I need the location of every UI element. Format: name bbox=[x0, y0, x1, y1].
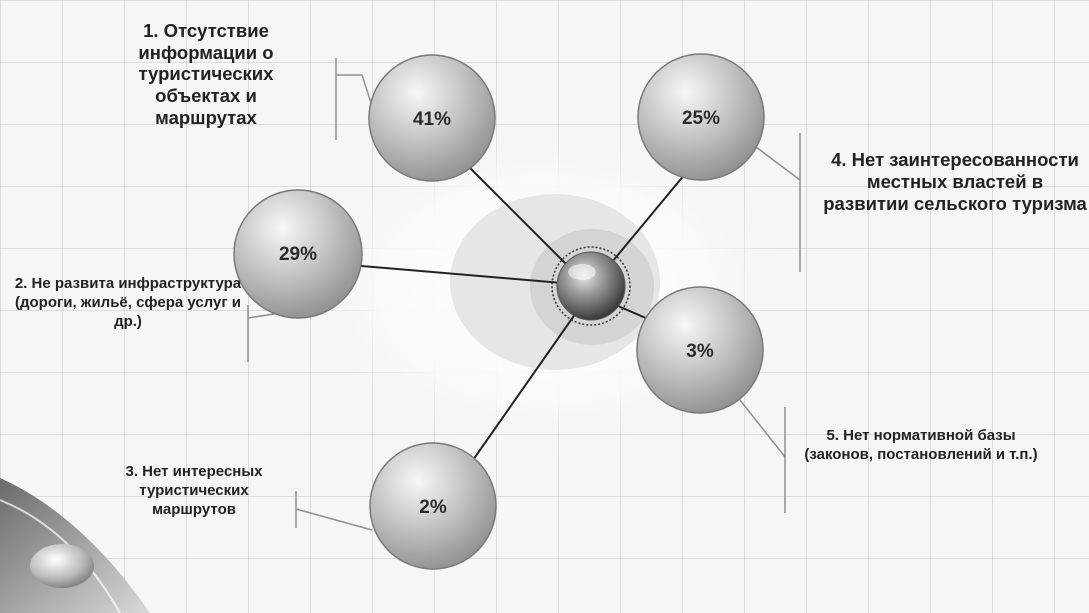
connector-2 bbox=[472, 309, 579, 461]
value-label-2: 2% bbox=[419, 497, 447, 518]
bubble-2 bbox=[369, 442, 497, 570]
value-label-41: 41% bbox=[412, 109, 452, 130]
bubble-41 bbox=[368, 54, 496, 182]
connector-41 bbox=[469, 167, 571, 269]
caption-1: 1. Отсутствие информации о туристических… bbox=[138, 20, 274, 128]
value-label-3: 3% bbox=[686, 341, 714, 362]
connector-29 bbox=[349, 264, 563, 284]
bubble-29 bbox=[233, 189, 363, 319]
bubbles bbox=[233, 53, 765, 570]
caption-4: 4. Нет заинтересованности местных власте… bbox=[823, 149, 1087, 214]
value-label-25: 25% bbox=[681, 108, 721, 129]
caption-2: 2. Не развита инфраструктура (дороги, жи… bbox=[14, 275, 242, 331]
caption-3: 3. Нет интересных туристических маршруто… bbox=[125, 463, 263, 519]
caption-5: 5. Нет нормативной базы (законов, постан… bbox=[804, 427, 1038, 464]
leader-5 bbox=[739, 399, 786, 513]
leader-3 bbox=[295, 491, 373, 531]
bubble-25 bbox=[637, 53, 765, 181]
connector-25 bbox=[611, 167, 691, 263]
leader-4 bbox=[755, 133, 801, 272]
leader-lines bbox=[247, 58, 801, 531]
bubble-3 bbox=[636, 286, 764, 414]
corner-decoration bbox=[0, 478, 150, 613]
value-label-29: 29% bbox=[278, 244, 318, 265]
hub bbox=[551, 246, 631, 326]
